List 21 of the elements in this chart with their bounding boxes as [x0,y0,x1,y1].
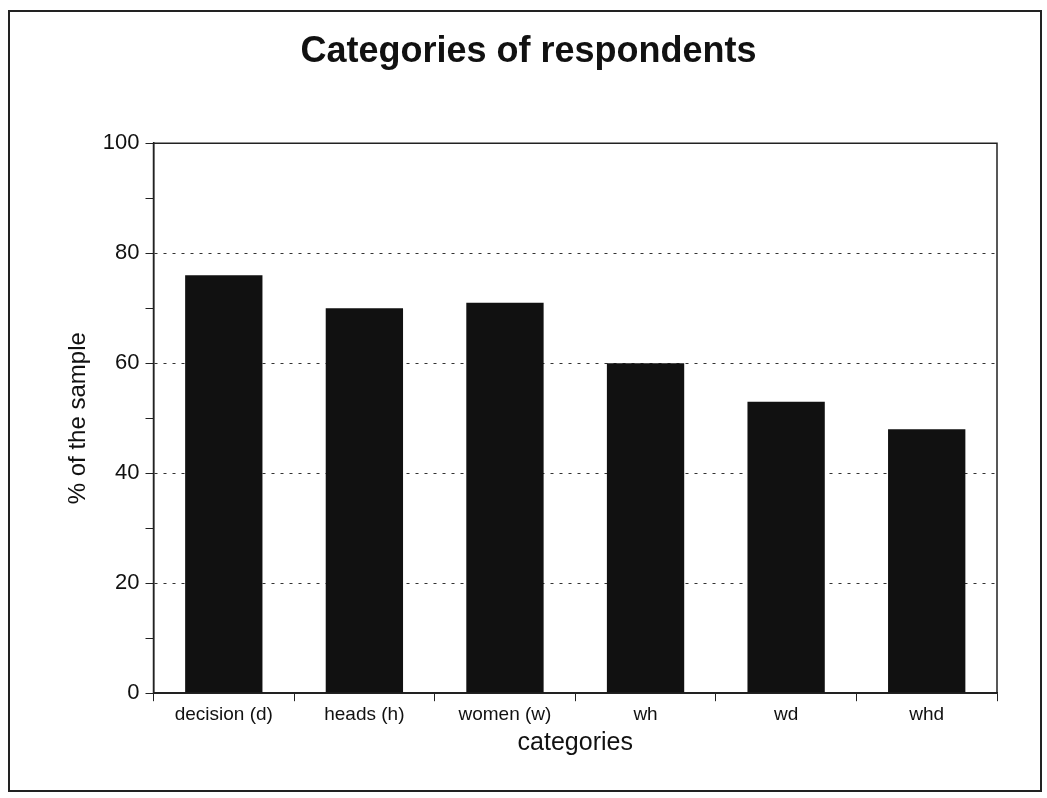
bar [185,275,263,693]
bar [606,363,685,693]
x-axis-title: categories [517,726,633,755]
x-tick-label: wh [632,702,658,724]
x-tick-label: decision (d) [174,702,273,724]
x-tick-label: wd [772,702,799,724]
x-tick-label: whd [908,702,945,724]
y-tick-label: 0 [127,679,140,705]
y-axis-title: % of the sample [63,332,91,505]
chart-title: Categories of respondents [300,28,757,70]
y-tick-label: 100 [102,129,140,155]
y-tick-label: 80 [115,239,140,265]
bar [888,429,966,693]
bar [325,308,404,693]
y-tick-label: 40 [115,459,140,485]
x-tick-label: women (w) [457,702,552,724]
y-tick-label: 60 [115,349,140,375]
x-tick-label: heads (h) [324,702,405,724]
bar [747,401,825,693]
y-tick-label: 20 [115,569,140,595]
bar [466,302,544,693]
